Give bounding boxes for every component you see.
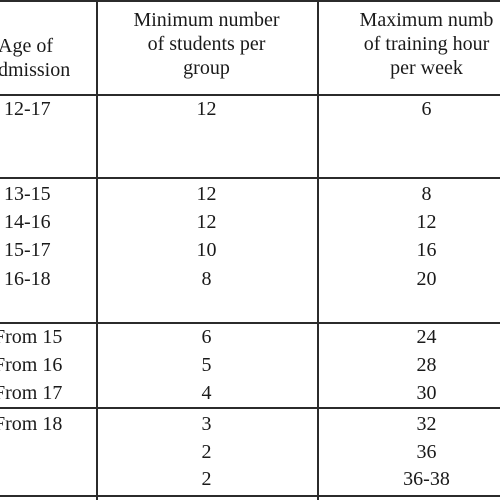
table-row-min-students: 2 xyxy=(201,441,212,463)
group-divider-2 xyxy=(0,322,500,324)
table-bottom-border xyxy=(0,495,500,497)
table-row-min-students: 12 xyxy=(196,183,217,205)
header-age-line-1: Age of xyxy=(0,35,53,57)
table-row-max-hours: 32 xyxy=(416,413,437,435)
table-row-min-students: 12 xyxy=(196,211,217,233)
table-row-max-hours: 8 xyxy=(421,183,432,205)
table-row-max-hours: 30 xyxy=(416,382,437,404)
table-row-min-students: 5 xyxy=(201,354,212,376)
table-row-max-hours: 24 xyxy=(416,326,437,348)
table-row-age: From 15 xyxy=(0,326,63,348)
header-maximum-hours: Maximum numb of training hour per week xyxy=(318,8,500,80)
table-row-max-hours: 12 xyxy=(416,211,437,233)
header-minimum-students: Minimum number of students per group xyxy=(100,8,313,80)
table-row-min-students: 2 xyxy=(201,468,212,490)
table-row-max-hours: 36 xyxy=(416,441,437,463)
table-top-border xyxy=(0,0,500,2)
table-row-age: 14-16 xyxy=(4,211,51,233)
table-row-age: 13-15 xyxy=(4,183,51,205)
header-max-line-2: of training hour xyxy=(363,33,490,55)
header-max-line-3: per week xyxy=(390,57,463,79)
table-row-min-students: 12 xyxy=(196,98,217,120)
column-divider-1 xyxy=(96,0,98,500)
table-row-age: From 18 xyxy=(0,413,63,435)
table-row-min-students: 10 xyxy=(196,239,217,261)
table-row-age: From 16 xyxy=(0,354,63,376)
header-age-of-admission: Age of dmission xyxy=(0,34,70,82)
table-row-age: From 17 xyxy=(0,382,63,404)
table-row-age: 12-17 xyxy=(4,98,51,120)
table-row-max-hours: 28 xyxy=(416,354,437,376)
header-min-line-1: Minimum number xyxy=(133,9,280,31)
table-row-max-hours: 20 xyxy=(416,268,437,290)
column-divider-2 xyxy=(317,0,319,500)
table-row-min-students: 8 xyxy=(201,268,212,290)
group-divider-1 xyxy=(0,177,500,179)
table-row-age: 16-18 xyxy=(4,268,51,290)
table-row-max-hours: 6 xyxy=(421,98,432,120)
table-row-max-hours: 36-38 xyxy=(403,468,450,490)
header-max-line-1: Maximum numb xyxy=(359,9,494,31)
header-age-line-2: dmission xyxy=(0,59,71,81)
table-row-min-students: 4 xyxy=(201,382,212,404)
header-bottom-border xyxy=(0,94,500,96)
table-row-min-students: 6 xyxy=(201,326,212,348)
table-row-min-students: 3 xyxy=(201,413,212,435)
table-row-max-hours: 16 xyxy=(416,239,437,261)
header-min-line-3: group xyxy=(183,57,230,79)
group-divider-3 xyxy=(0,407,500,409)
table-row-age: 15-17 xyxy=(4,239,51,261)
header-min-line-2: of students per xyxy=(147,33,266,55)
